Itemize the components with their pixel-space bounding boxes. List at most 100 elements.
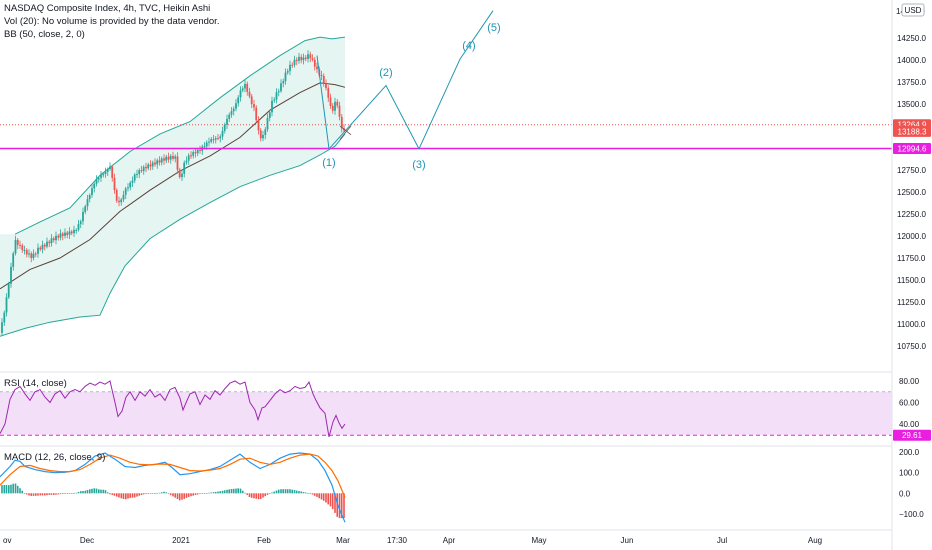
- candle[interactable]: [95, 175, 98, 187]
- candle[interactable]: [66, 230, 69, 239]
- candle[interactable]: [59, 229, 62, 241]
- candle[interactable]: [147, 162, 150, 171]
- candle[interactable]: [250, 94, 253, 109]
- candle[interactable]: [253, 99, 255, 112]
- candle[interactable]: [21, 243, 24, 253]
- candle[interactable]: [163, 154, 165, 165]
- candle[interactable]: [235, 99, 237, 112]
- candle[interactable]: [239, 86, 242, 102]
- candle[interactable]: [46, 237, 48, 249]
- candle[interactable]: [106, 167, 109, 177]
- candle[interactable]: [325, 79, 327, 91]
- candle[interactable]: [259, 128, 262, 142]
- candle[interactable]: [178, 167, 181, 179]
- candle[interactable]: [181, 169, 183, 182]
- candle[interactable]: [237, 95, 240, 107]
- candle[interactable]: [136, 169, 138, 179]
- candle[interactable]: [10, 262, 12, 288]
- currency-button[interactable]: [901, 3, 925, 17]
- candle[interactable]: [262, 130, 264, 142]
- candle[interactable]: [232, 106, 235, 116]
- candle[interactable]: [338, 101, 341, 121]
- candle[interactable]: [93, 182, 96, 193]
- candle[interactable]: [82, 207, 84, 225]
- candle[interactable]: [217, 134, 219, 141]
- candle[interactable]: [43, 243, 46, 251]
- candle[interactable]: [3, 310, 6, 327]
- candle[interactable]: [194, 147, 197, 158]
- candle[interactable]: [55, 231, 57, 245]
- candle[interactable]: [151, 160, 154, 170]
- candle[interactable]: [133, 172, 136, 184]
- candle[interactable]: [257, 116, 260, 135]
- candle[interactable]: [138, 168, 141, 179]
- candle[interactable]: [309, 51, 312, 63]
- candle[interactable]: [284, 68, 287, 85]
- candle[interactable]: [334, 97, 336, 115]
- candle[interactable]: [145, 162, 147, 173]
- candle[interactable]: [244, 79, 246, 93]
- candle[interactable]: [336, 99, 339, 109]
- candle[interactable]: [316, 62, 318, 73]
- candle[interactable]: [185, 156, 188, 165]
- candle[interactable]: [64, 228, 66, 239]
- candle[interactable]: [169, 154, 172, 164]
- candle[interactable]: [286, 68, 289, 75]
- candle[interactable]: [131, 176, 134, 187]
- candle[interactable]: [39, 245, 42, 252]
- candle[interactable]: [68, 227, 71, 239]
- candle[interactable]: [192, 150, 195, 159]
- candle[interactable]: [282, 78, 285, 88]
- candle[interactable]: [129, 180, 132, 191]
- candle[interactable]: [327, 85, 330, 102]
- candle[interactable]: [160, 156, 163, 166]
- price-axis[interactable]: [892, 0, 932, 550]
- candle[interactable]: [70, 229, 73, 236]
- candle[interactable]: [120, 197, 123, 206]
- candle[interactable]: [124, 186, 127, 200]
- candle[interactable]: [199, 145, 201, 154]
- candle[interactable]: [122, 190, 125, 203]
- candle[interactable]: [214, 136, 217, 144]
- candle[interactable]: [52, 236, 55, 243]
- candle[interactable]: [97, 176, 100, 183]
- candle[interactable]: [277, 88, 280, 97]
- candle[interactable]: [313, 57, 316, 71]
- candle[interactable]: [41, 240, 44, 254]
- time-axis[interactable]: ov Dec 2021 Feb Mar 17:30 Apr May Jun Jul Aug: [3, 536, 822, 545]
- candle[interactable]: [32, 249, 35, 261]
- candle[interactable]: [109, 162, 111, 171]
- candle[interactable]: [115, 188, 118, 203]
- candle[interactable]: [158, 156, 161, 166]
- candle[interactable]: [167, 152, 170, 163]
- candle[interactable]: [48, 239, 51, 248]
- candle[interactable]: [34, 251, 37, 258]
- candle[interactable]: [275, 88, 278, 104]
- candle[interactable]: [291, 62, 294, 69]
- candle[interactable]: [37, 243, 39, 258]
- candle[interactable]: [221, 126, 224, 140]
- candle[interactable]: [154, 158, 156, 167]
- candle[interactable]: [246, 81, 249, 96]
- candle[interactable]: [84, 204, 87, 215]
- candle[interactable]: [300, 54, 303, 64]
- candle[interactable]: [268, 109, 271, 122]
- candle[interactable]: [304, 55, 307, 62]
- candle[interactable]: [329, 93, 332, 109]
- candle[interactable]: [280, 79, 282, 93]
- candle[interactable]: [73, 225, 75, 237]
- candle[interactable]: [228, 112, 231, 122]
- candle[interactable]: [165, 154, 168, 164]
- candle[interactable]: [223, 122, 226, 134]
- candle[interactable]: [226, 114, 228, 130]
- candle[interactable]: [12, 251, 15, 271]
- candle[interactable]: [302, 53, 305, 65]
- candle[interactable]: [1, 318, 3, 335]
- candle[interactable]: [293, 55, 296, 68]
- candle[interactable]: [86, 194, 89, 211]
- candle[interactable]: [118, 196, 120, 207]
- candle[interactable]: [273, 97, 276, 103]
- candle[interactable]: [23, 245, 26, 255]
- candle[interactable]: [79, 219, 82, 229]
